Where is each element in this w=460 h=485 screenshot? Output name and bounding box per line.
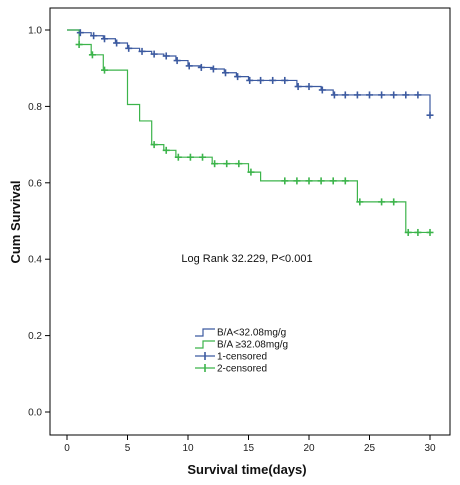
legend: B/A<32.08mg/gB/A ≥32.08mg/g1-censored2-c…: [195, 328, 288, 375]
legend-entry: 1-censored: [195, 352, 267, 363]
legend-line-swatch: [195, 328, 215, 337]
x-tick-label: 10: [182, 443, 194, 454]
censor-mark-2: [247, 168, 255, 176]
censor-mark-1: [234, 73, 242, 81]
censor-mark-2: [293, 177, 301, 185]
censor-mark-1: [378, 91, 386, 99]
censor-mark-1: [76, 29, 84, 37]
censor-mark-1: [150, 50, 158, 58]
censor-mark-2: [186, 153, 194, 161]
x-tick-label: 0: [64, 443, 70, 454]
censor-mark-1: [353, 91, 361, 99]
censor-mark-2: [281, 177, 289, 185]
censor-mark-1: [414, 91, 422, 99]
censor-mark-1: [197, 63, 205, 71]
legend-entry: B/A<32.08mg/g: [195, 328, 286, 339]
censor-mark-1: [390, 91, 398, 99]
censor-mark-1: [125, 44, 133, 52]
censor-mark-2: [404, 228, 412, 236]
censor-mark-2: [174, 153, 182, 161]
legend-entry: B/A ≥32.08mg/g: [195, 340, 288, 351]
x-axis-title: Survival time(days): [187, 462, 306, 477]
censor-mark-1: [318, 86, 326, 94]
censor-mark-1: [185, 62, 193, 70]
censor-mark-2: [199, 153, 207, 161]
legend-entry: 2-censored: [195, 364, 267, 375]
censor-mark-1: [246, 76, 254, 84]
censor-mark-2: [329, 177, 337, 185]
censor-mark-1: [90, 32, 98, 40]
censor-mark-1: [426, 111, 434, 119]
censor-mark-2: [88, 51, 96, 59]
censor-mark-2: [317, 177, 325, 185]
censor-mark-1: [113, 39, 121, 47]
y-tick-label: 1.0: [28, 26, 42, 37]
censor-mark-2: [211, 160, 219, 168]
censor-mark-2: [390, 198, 398, 206]
log-rank-annotation: Log Rank 32.229, P<0.001: [181, 253, 312, 265]
plot-frame: [49, 7, 451, 436]
censor-mark-2: [223, 160, 231, 168]
censor-mark-2: [235, 160, 243, 168]
censor-mark-2: [378, 198, 386, 206]
y-tick-label: 0.4: [28, 255, 42, 266]
y-tick-label: 0.6: [28, 178, 42, 189]
y-tick-label: 0.8: [28, 102, 42, 113]
x-tick-label: 20: [303, 443, 315, 454]
x-tick-label: 5: [125, 443, 131, 454]
x-tick-label: 25: [364, 443, 376, 454]
censor-mark-2: [150, 141, 158, 149]
censor-mark-1: [173, 57, 181, 65]
censor-mark-1: [138, 47, 146, 55]
censor-mark-1: [257, 76, 265, 84]
y-tick-label: 0.0: [28, 408, 42, 419]
censor-mark-1: [222, 69, 230, 77]
legend-line-swatch: [195, 340, 215, 349]
censor-mark-1: [305, 83, 313, 91]
censor-mark-1: [269, 76, 277, 84]
y-tick-label: 0.2: [28, 331, 42, 342]
censor-mark-1: [281, 76, 289, 84]
censor-mark-1: [341, 91, 349, 99]
censor-mark-1: [101, 35, 109, 43]
censor-mark-1: [402, 91, 410, 99]
censor-mark-2: [75, 41, 83, 49]
x-tick-label: 30: [424, 443, 436, 454]
censor-mark-1: [294, 83, 302, 91]
censor-mark-1: [330, 91, 338, 99]
legend-label: 1-censored: [217, 352, 267, 363]
x-tick-label: 15: [243, 443, 255, 454]
legend-label: 2-censored: [217, 364, 267, 375]
legend-label: B/A ≥32.08mg/g: [217, 340, 288, 351]
censor-mark-2: [101, 66, 109, 74]
censor-mark-1: [209, 65, 217, 73]
censor-mark-2: [426, 228, 434, 236]
censor-mark-2: [341, 177, 349, 185]
censor-mark-1: [162, 52, 170, 60]
censor-mark-2: [414, 228, 422, 236]
censor-mark-2: [162, 146, 170, 154]
censor-mark-1: [366, 91, 373, 99]
axis-ticks: 0 5 10 15 20 25 30 0.0 0.2 0.4 0.6 0.8 1.0: [28, 26, 436, 455]
censor-mark-2: [356, 198, 364, 206]
censor-marks: [75, 29, 434, 236]
censor-mark-2: [305, 177, 313, 185]
y-axis-title: Cum Survival: [8, 180, 23, 263]
legend-label: B/A<32.08mg/g: [217, 328, 286, 339]
